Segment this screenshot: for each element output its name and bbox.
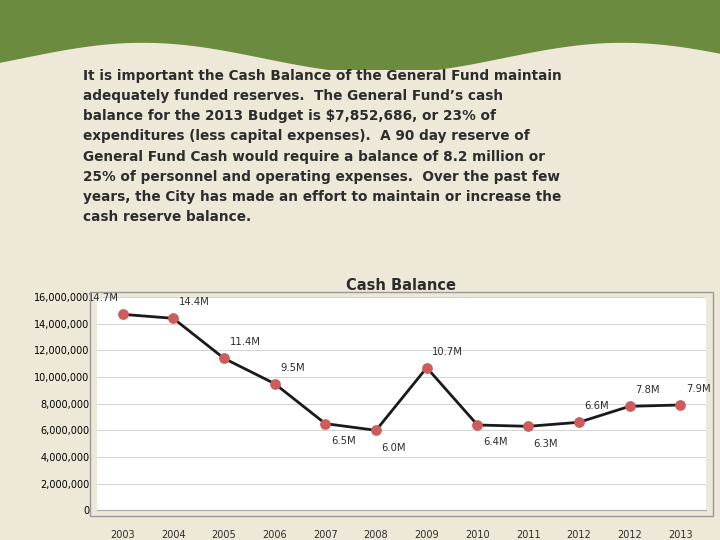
Point (523, 422, 534, 430)
Text: 14.4M: 14.4M (179, 297, 210, 307)
Point (117, 310, 128, 319)
Text: 2010: 2010 (465, 530, 490, 540)
Text: 2003: 2003 (110, 530, 135, 540)
Text: 9.5M: 9.5M (280, 362, 305, 373)
Point (269, 379, 280, 388)
Text: 6.5M: 6.5M (331, 436, 356, 446)
Text: 10.7M: 10.7M (432, 347, 463, 356)
Point (370, 426, 382, 435)
Text: 2008: 2008 (364, 530, 388, 540)
Text: 6.6M: 6.6M (585, 401, 609, 411)
Text: 2012: 2012 (567, 530, 591, 540)
Point (421, 363, 433, 372)
Text: 14.7M: 14.7M (88, 293, 118, 303)
Point (624, 402, 635, 410)
Point (168, 314, 179, 323)
Text: 6.0M: 6.0M (382, 443, 406, 453)
Text: 2004: 2004 (161, 530, 186, 540)
Point (320, 420, 331, 428)
Text: 11.4M: 11.4M (230, 337, 261, 347)
Point (472, 421, 483, 429)
Text: 2012: 2012 (617, 530, 642, 540)
Text: 2007: 2007 (313, 530, 338, 540)
Point (573, 418, 585, 427)
Point (218, 354, 230, 363)
Text: 6.3M: 6.3M (534, 438, 558, 449)
Text: 6.4M: 6.4M (483, 437, 508, 447)
Text: 2011: 2011 (516, 530, 541, 540)
Text: 7.9M: 7.9M (686, 384, 711, 394)
Text: It is important the Cash Balance of the General Fund maintain
adequately funded : It is important the Cash Balance of the … (83, 69, 562, 224)
Title: Cash Balance: Cash Balance (346, 278, 456, 293)
Text: 2006: 2006 (262, 530, 287, 540)
Text: 7.8M: 7.8M (635, 385, 660, 395)
Text: 2009: 2009 (415, 530, 439, 540)
Text: 2013: 2013 (668, 530, 693, 540)
Text: 2005: 2005 (212, 530, 236, 540)
Point (675, 401, 686, 409)
